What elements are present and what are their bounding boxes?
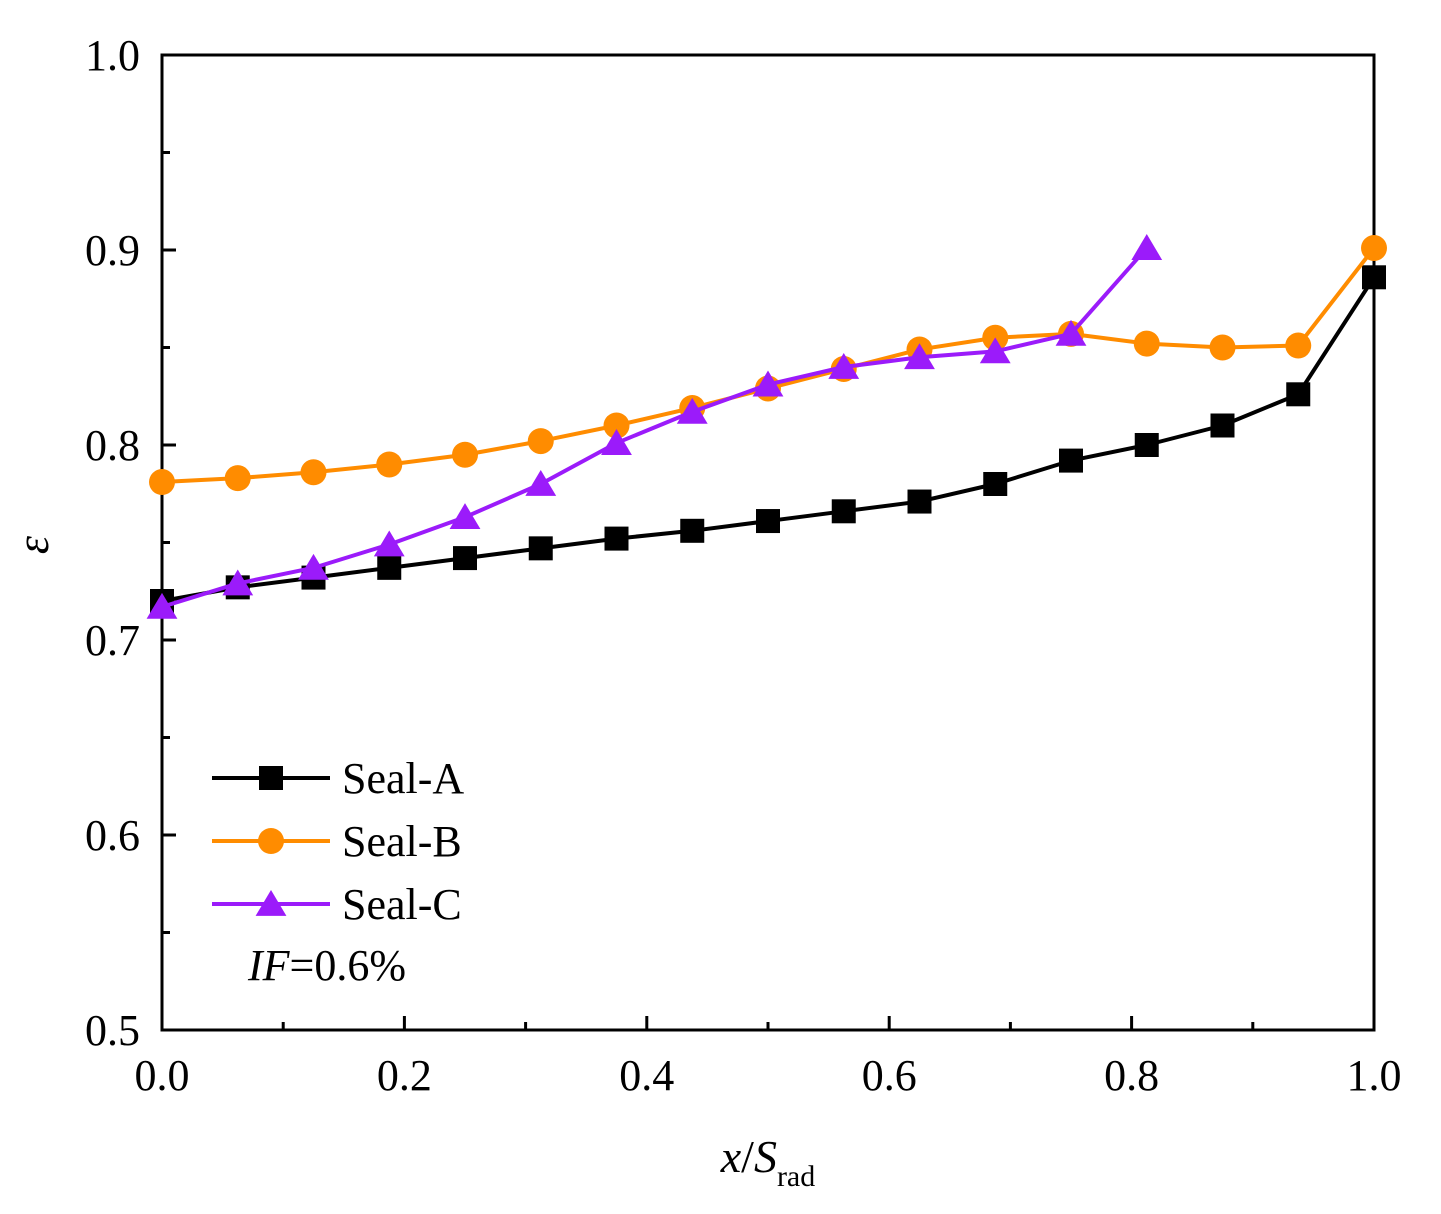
x-tick-label-3: 0.6 — [862, 1051, 917, 1100]
point-seal-c-9 — [828, 353, 860, 379]
annotation-if: IF=0.6% — [247, 941, 406, 990]
legend-label-seal-c: Seal-C — [342, 880, 462, 929]
series-line-seal-b — [161, 246, 1376, 485]
x-axis-subscript: rad — [777, 1160, 815, 1193]
series-seal-b — [149, 235, 1387, 496]
point-seal-c-7 — [676, 397, 708, 424]
legend-label-seal-a: Seal-A — [342, 754, 464, 803]
point-seal-c-4 — [449, 503, 481, 530]
point-seal-b-1 — [224, 465, 251, 492]
y-axis-title: ε — [7, 535, 58, 554]
point-seal-c-10 — [904, 343, 935, 370]
point-seal-c-2 — [298, 553, 329, 580]
point-seal-c-1 — [222, 569, 254, 596]
point-seal-c-13 — [1131, 234, 1163, 260]
series-line-seal-c — [161, 246, 1149, 609]
point-seal-a-9 — [831, 499, 856, 524]
point-seal-b-14 — [1209, 334, 1236, 361]
series-line-seal-a — [161, 276, 1376, 603]
y-tick-label-5: 1.0 — [85, 31, 140, 80]
x-tick-label-4: 0.8 — [1104, 1051, 1159, 1100]
series-seal-a — [150, 265, 1386, 613]
point-seal-b-2 — [300, 459, 327, 486]
point-seal-c-11 — [979, 337, 1011, 364]
y-tick-label-0: 0.5 — [85, 1006, 140, 1055]
point-seal-b-0 — [149, 469, 175, 496]
series-seal-c — [146, 234, 1163, 619]
x-tick-label-5: 1.0 — [1347, 1051, 1402, 1100]
point-seal-c-3 — [373, 530, 405, 557]
y-tick-label-4: 0.9 — [85, 226, 140, 275]
point-seal-a-11 — [983, 472, 1008, 496]
y-tick-label-1: 0.6 — [85, 811, 140, 860]
point-seal-a-13 — [1134, 433, 1159, 457]
point-seal-c-12 — [1055, 319, 1087, 346]
axis-ticks — [160, 53, 1376, 1032]
point-seal-b-5 — [527, 428, 554, 455]
x-tick-label-2: 0.4 — [619, 1051, 674, 1100]
point-seal-b-4 — [452, 441, 478, 468]
x-axis-var-s: S — [754, 1131, 777, 1182]
annotation-if-var: IF — [247, 941, 291, 990]
legend-label-seal-b: Seal-B — [342, 817, 462, 866]
y-tick-labels: 0.5 0.6 0.7 0.8 0.9 1.0 — [85, 31, 140, 1055]
point-seal-a-3 — [377, 555, 402, 580]
point-seal-a-14 — [1210, 413, 1235, 438]
series-layer — [146, 234, 1387, 619]
legend-marker-seal-a — [259, 766, 283, 790]
point-seal-a-4 — [453, 546, 477, 571]
legend-marker-seal-c — [255, 890, 287, 916]
point-seal-a-8 — [756, 509, 780, 534]
legend-item-seal-b: Seal-B — [212, 817, 462, 866]
point-seal-a-16 — [1362, 265, 1386, 290]
legend-item-seal-c: Seal-C — [212, 880, 462, 929]
x-axis-slash: / — [741, 1131, 754, 1182]
point-seal-b-15 — [1285, 332, 1312, 359]
point-seal-c-5 — [525, 470, 557, 496]
point-seal-c-6 — [601, 429, 632, 455]
point-seal-b-16 — [1361, 235, 1387, 262]
x-tick-labels: 0.0 0.2 0.4 0.6 0.8 1.0 — [135, 1051, 1402, 1100]
point-seal-c-0 — [146, 592, 178, 619]
point-seal-b-13 — [1133, 330, 1160, 357]
point-seal-a-5 — [528, 536, 553, 561]
x-axis-title: x/Srad — [720, 1131, 816, 1193]
point-seal-a-7 — [680, 518, 705, 543]
y-tick-label-2: 0.7 — [85, 616, 140, 665]
point-seal-b-3 — [376, 451, 403, 478]
point-seal-a-12 — [1059, 448, 1083, 473]
point-seal-a-6 — [604, 526, 629, 551]
point-seal-c-8 — [752, 370, 784, 397]
point-seal-a-10 — [907, 489, 932, 514]
x-axis-var-x: x — [720, 1131, 742, 1182]
annotation-if-value: =0.6% — [290, 941, 406, 990]
x-tick-label-1: 0.2 — [377, 1051, 432, 1100]
legend-marker-seal-b — [258, 828, 284, 854]
point-seal-b-6 — [603, 412, 630, 439]
legend: Seal-A Seal-B Seal-C — [212, 754, 464, 929]
legend-item-seal-a: Seal-A — [212, 754, 464, 803]
x-tick-label-0: 0.0 — [135, 1051, 190, 1100]
point-seal-a-15 — [1286, 382, 1311, 407]
y-tick-label-3: 0.8 — [85, 421, 140, 470]
